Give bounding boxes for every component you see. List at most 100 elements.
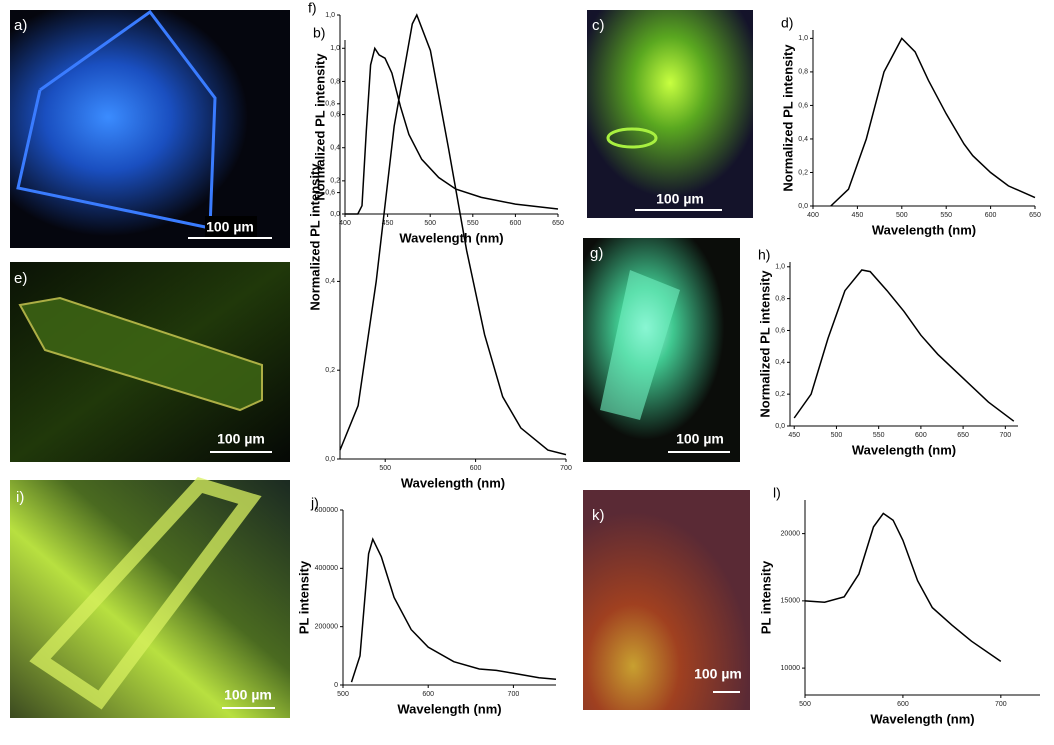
- x-axis-label: Wavelength (nm): [399, 230, 503, 245]
- y-tick-label: 0,4: [325, 278, 335, 285]
- scale-bg: [205, 216, 257, 238]
- y-axis-label: Normalized PL intensity: [780, 44, 795, 192]
- y-tick-label: 0,4: [798, 136, 808, 143]
- y-tick-label: 400000: [315, 565, 338, 572]
- x-tick-label: 600: [897, 701, 909, 708]
- x-tick-label: 700: [560, 465, 572, 472]
- panel-label: k): [592, 507, 605, 524]
- spectrum-line: [793, 269, 1015, 422]
- x-axis-label: Wavelength (nm): [852, 442, 956, 457]
- y-axis-label: Normalized PL intensity: [312, 53, 327, 201]
- y-tick-label: 0,6: [775, 327, 785, 334]
- x-tick-label: 500: [799, 701, 811, 708]
- x-axis-label: Wavelength (nm): [870, 711, 974, 726]
- x-tick-label: 550: [873, 432, 885, 439]
- panel-label: b): [313, 25, 325, 41]
- y-tick-label: 0,8: [330, 78, 340, 85]
- x-tick-label: 650: [1029, 212, 1041, 219]
- x-tick-label: 550: [940, 212, 952, 219]
- x-tick-label: 500: [831, 432, 843, 439]
- spectrum-chart: 500 600 700 10000 15000 20000 Wavelength (nm) P…: [758, 485, 1040, 726]
- y-tick-label: 200000: [315, 624, 338, 631]
- crystal: [18, 296, 263, 412]
- x-tick-label: 600: [985, 212, 997, 219]
- x-axis-label: Wavelength (nm): [401, 475, 505, 490]
- x-tick-label: 650: [957, 432, 969, 439]
- y-tick-label: 0,6: [330, 111, 340, 118]
- y-tick-label: 600000: [315, 507, 338, 514]
- spectrum-chart: 400 450 500 550 600 650 0,0 0,2 0,4 0,6 0,8 1,0 Wave…: [780, 15, 1041, 238]
- y-tick-label: 0,2: [325, 367, 335, 374]
- panel-label: j): [310, 495, 319, 511]
- spectrum-line: [830, 37, 1036, 207]
- y-tick-label: 0,0: [798, 203, 808, 210]
- y-tick-label: 0,6: [798, 102, 808, 109]
- x-tick-label: 500: [379, 465, 391, 472]
- y-tick-label: 1,0: [325, 12, 335, 19]
- panel-label: h): [758, 247, 770, 263]
- x-tick-label: 650: [552, 220, 564, 227]
- y-tick-label: 0,4: [775, 359, 785, 366]
- y-axis-label: Normalized PL intensity: [307, 163, 322, 311]
- panel-label: i): [16, 489, 24, 506]
- image: [583, 490, 750, 710]
- spectrum-chart: 500 600 700 0,0 0,2 0,4 0,6 0,8 1,0 Wavelength (n…: [307, 0, 572, 490]
- scale-label: 100 µm: [206, 219, 254, 235]
- y-tick-label: 0,8: [325, 101, 335, 108]
- image: [10, 480, 290, 718]
- spectrum-chart: 500 600 700 0 200000 400000 600000 Wavelength (…: [296, 495, 557, 716]
- panel-label: a): [14, 17, 27, 34]
- image: [10, 10, 290, 248]
- crystal: [600, 270, 680, 420]
- micrograph-e: e) 100 µm: [10, 262, 290, 462]
- y-tick-label: 15000: [781, 598, 801, 605]
- y-axis-label: PL intensity: [758, 560, 773, 634]
- x-tick-label: 700: [995, 701, 1007, 708]
- y-axis-label: PL intensity: [296, 560, 311, 634]
- y-tick-label: 0,2: [330, 178, 340, 185]
- x-tick-label: 700: [508, 691, 520, 698]
- y-tick-label: 0,0: [775, 423, 785, 430]
- spectrum-line: [804, 512, 1002, 663]
- y-tick-label: 1,0: [330, 45, 340, 52]
- x-tick-label: 450: [382, 220, 394, 227]
- y-tick-label: 1,0: [775, 264, 785, 271]
- panel-label: g): [590, 245, 603, 262]
- x-tick-label: 600: [422, 691, 434, 698]
- y-tick-label: 0,2: [775, 391, 785, 398]
- x-tick-label: 400: [807, 212, 819, 219]
- y-tick-label: 0,6: [325, 189, 335, 196]
- scale-label: 100 µm: [224, 687, 272, 703]
- panel-label: l): [773, 485, 781, 501]
- panel-label: c): [592, 17, 605, 34]
- y-tick-label: 0,0: [330, 211, 340, 218]
- x-tick-label: 550: [467, 220, 479, 227]
- scale-label: 100 µm: [217, 431, 265, 447]
- x-tick-label: 500: [896, 212, 908, 219]
- y-tick-label: 20000: [781, 530, 801, 537]
- x-tick-label: 400: [339, 220, 351, 227]
- x-axis-label: Wavelength (nm): [872, 222, 976, 237]
- panel-label: e): [14, 270, 27, 287]
- scale-label: 100 µm: [694, 666, 742, 682]
- crystal-edge: [606, 127, 658, 149]
- x-tick-label: 600: [915, 432, 927, 439]
- spectrum-chart: 400 450 500 550 600 650 0,0 0,2 0,4 0,6 0,8 1,0 Wave…: [312, 25, 564, 246]
- y-tick-label: 0,8: [798, 69, 808, 76]
- x-tick-label: 700: [999, 432, 1011, 439]
- micrograph-a: a) 100 µm: [10, 9, 290, 248]
- spectrum-line: [345, 46, 559, 215]
- micrograph-k: k) 100 µm: [583, 490, 750, 710]
- micrograph-g: g) 100 µm: [583, 238, 740, 462]
- x-tick-label: 500: [337, 691, 349, 698]
- micrograph-i: i) 100 µm: [10, 477, 290, 718]
- x-tick-label: 600: [510, 220, 522, 227]
- crystal: [29, 477, 262, 710]
- micrograph-c: c) 100 µm: [587, 10, 753, 218]
- y-tick-label: 0: [334, 682, 338, 689]
- y-axis-label: Normalized PL intensity: [757, 270, 772, 418]
- y-tick-label: 0,0: [325, 456, 335, 463]
- spectrum-chart: 450 500 550 600 650 700 0,0 0,2 0,4 0,6 0,8 1,0 Wave…: [757, 247, 1018, 457]
- y-tick-label: 0,8: [775, 295, 785, 302]
- scale-label: 100 µm: [656, 191, 704, 207]
